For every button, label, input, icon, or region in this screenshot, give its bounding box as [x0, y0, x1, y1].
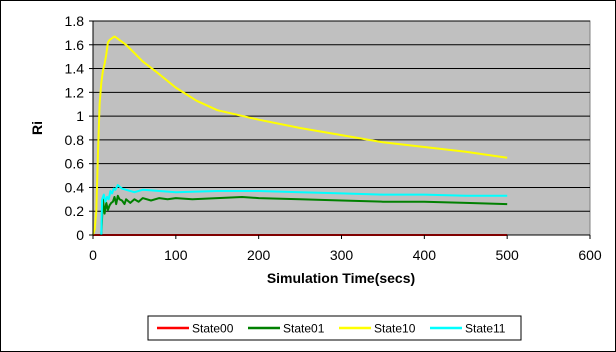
y-tick-label: 0.2	[65, 203, 85, 219]
x-tick-label: 400	[413, 247, 437, 263]
legend-label-state10: State10	[374, 322, 416, 336]
x-tick-label: 0	[89, 247, 97, 263]
series-line-state10	[92, 35, 508, 236]
y-tick-label: 0	[76, 227, 84, 243]
x-tick-label: 100	[164, 247, 188, 263]
y-tick-label: 1.2	[65, 84, 85, 100]
legend-label-state11: State11	[465, 322, 506, 336]
x-axis-title: Simulation Time(secs)	[267, 270, 415, 286]
x-tick-label: 300	[330, 247, 354, 263]
legend: State00 State01 State10 State11	[157, 322, 506, 336]
y-axis-title: Ri	[29, 121, 45, 135]
y-tick-label: 0.6	[65, 156, 85, 172]
legend-label-state01: State01	[283, 322, 325, 336]
series-line-state11	[100, 184, 508, 236]
y-tick-label: 1.4	[65, 61, 85, 77]
plot-area	[92, 20, 591, 236]
y-tick-label: 1.8	[65, 13, 85, 29]
y-tick-labels: 0 0.2 0.4 0.6 0.8 1 1.2 1.4 1.6 1.8	[65, 13, 93, 243]
y-tick-label: 0.4	[65, 179, 85, 195]
gridlines	[93, 20, 590, 212]
y-tick-label: 1.6	[65, 37, 85, 53]
y-tick-label: 0.8	[65, 132, 85, 148]
x-tick-label: 600	[578, 247, 602, 263]
legend-label-state00: State00	[192, 322, 234, 336]
x-tick-label: 200	[247, 247, 271, 263]
x-tick-labels: 0 100 200 300 400 500 600	[89, 235, 602, 263]
x-tick-label: 500	[495, 247, 519, 263]
y-tick-label: 1	[76, 108, 84, 124]
series-line-state01	[100, 194, 508, 236]
